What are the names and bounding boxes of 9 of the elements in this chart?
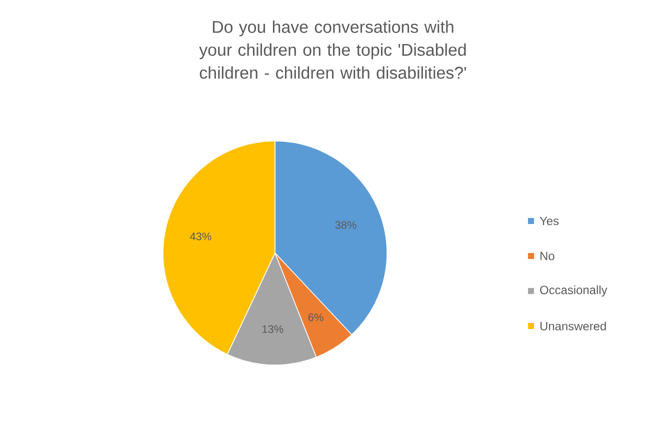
data-label: 38% <box>335 221 356 229</box>
chart-title: Do you have conversations with your children on the topic 'Disabled children - children with disabilities?' <box>199 20 466 79</box>
data-label: 6% <box>308 313 324 322</box>
legend-label: Unanswered <box>540 322 606 330</box>
data-label: 43% <box>190 232 212 240</box>
legend-label: No <box>540 252 554 260</box>
legend-label: Yes <box>540 216 559 226</box>
data-label: 13% <box>262 325 284 333</box>
legend-label: Occasionally <box>540 285 608 297</box>
